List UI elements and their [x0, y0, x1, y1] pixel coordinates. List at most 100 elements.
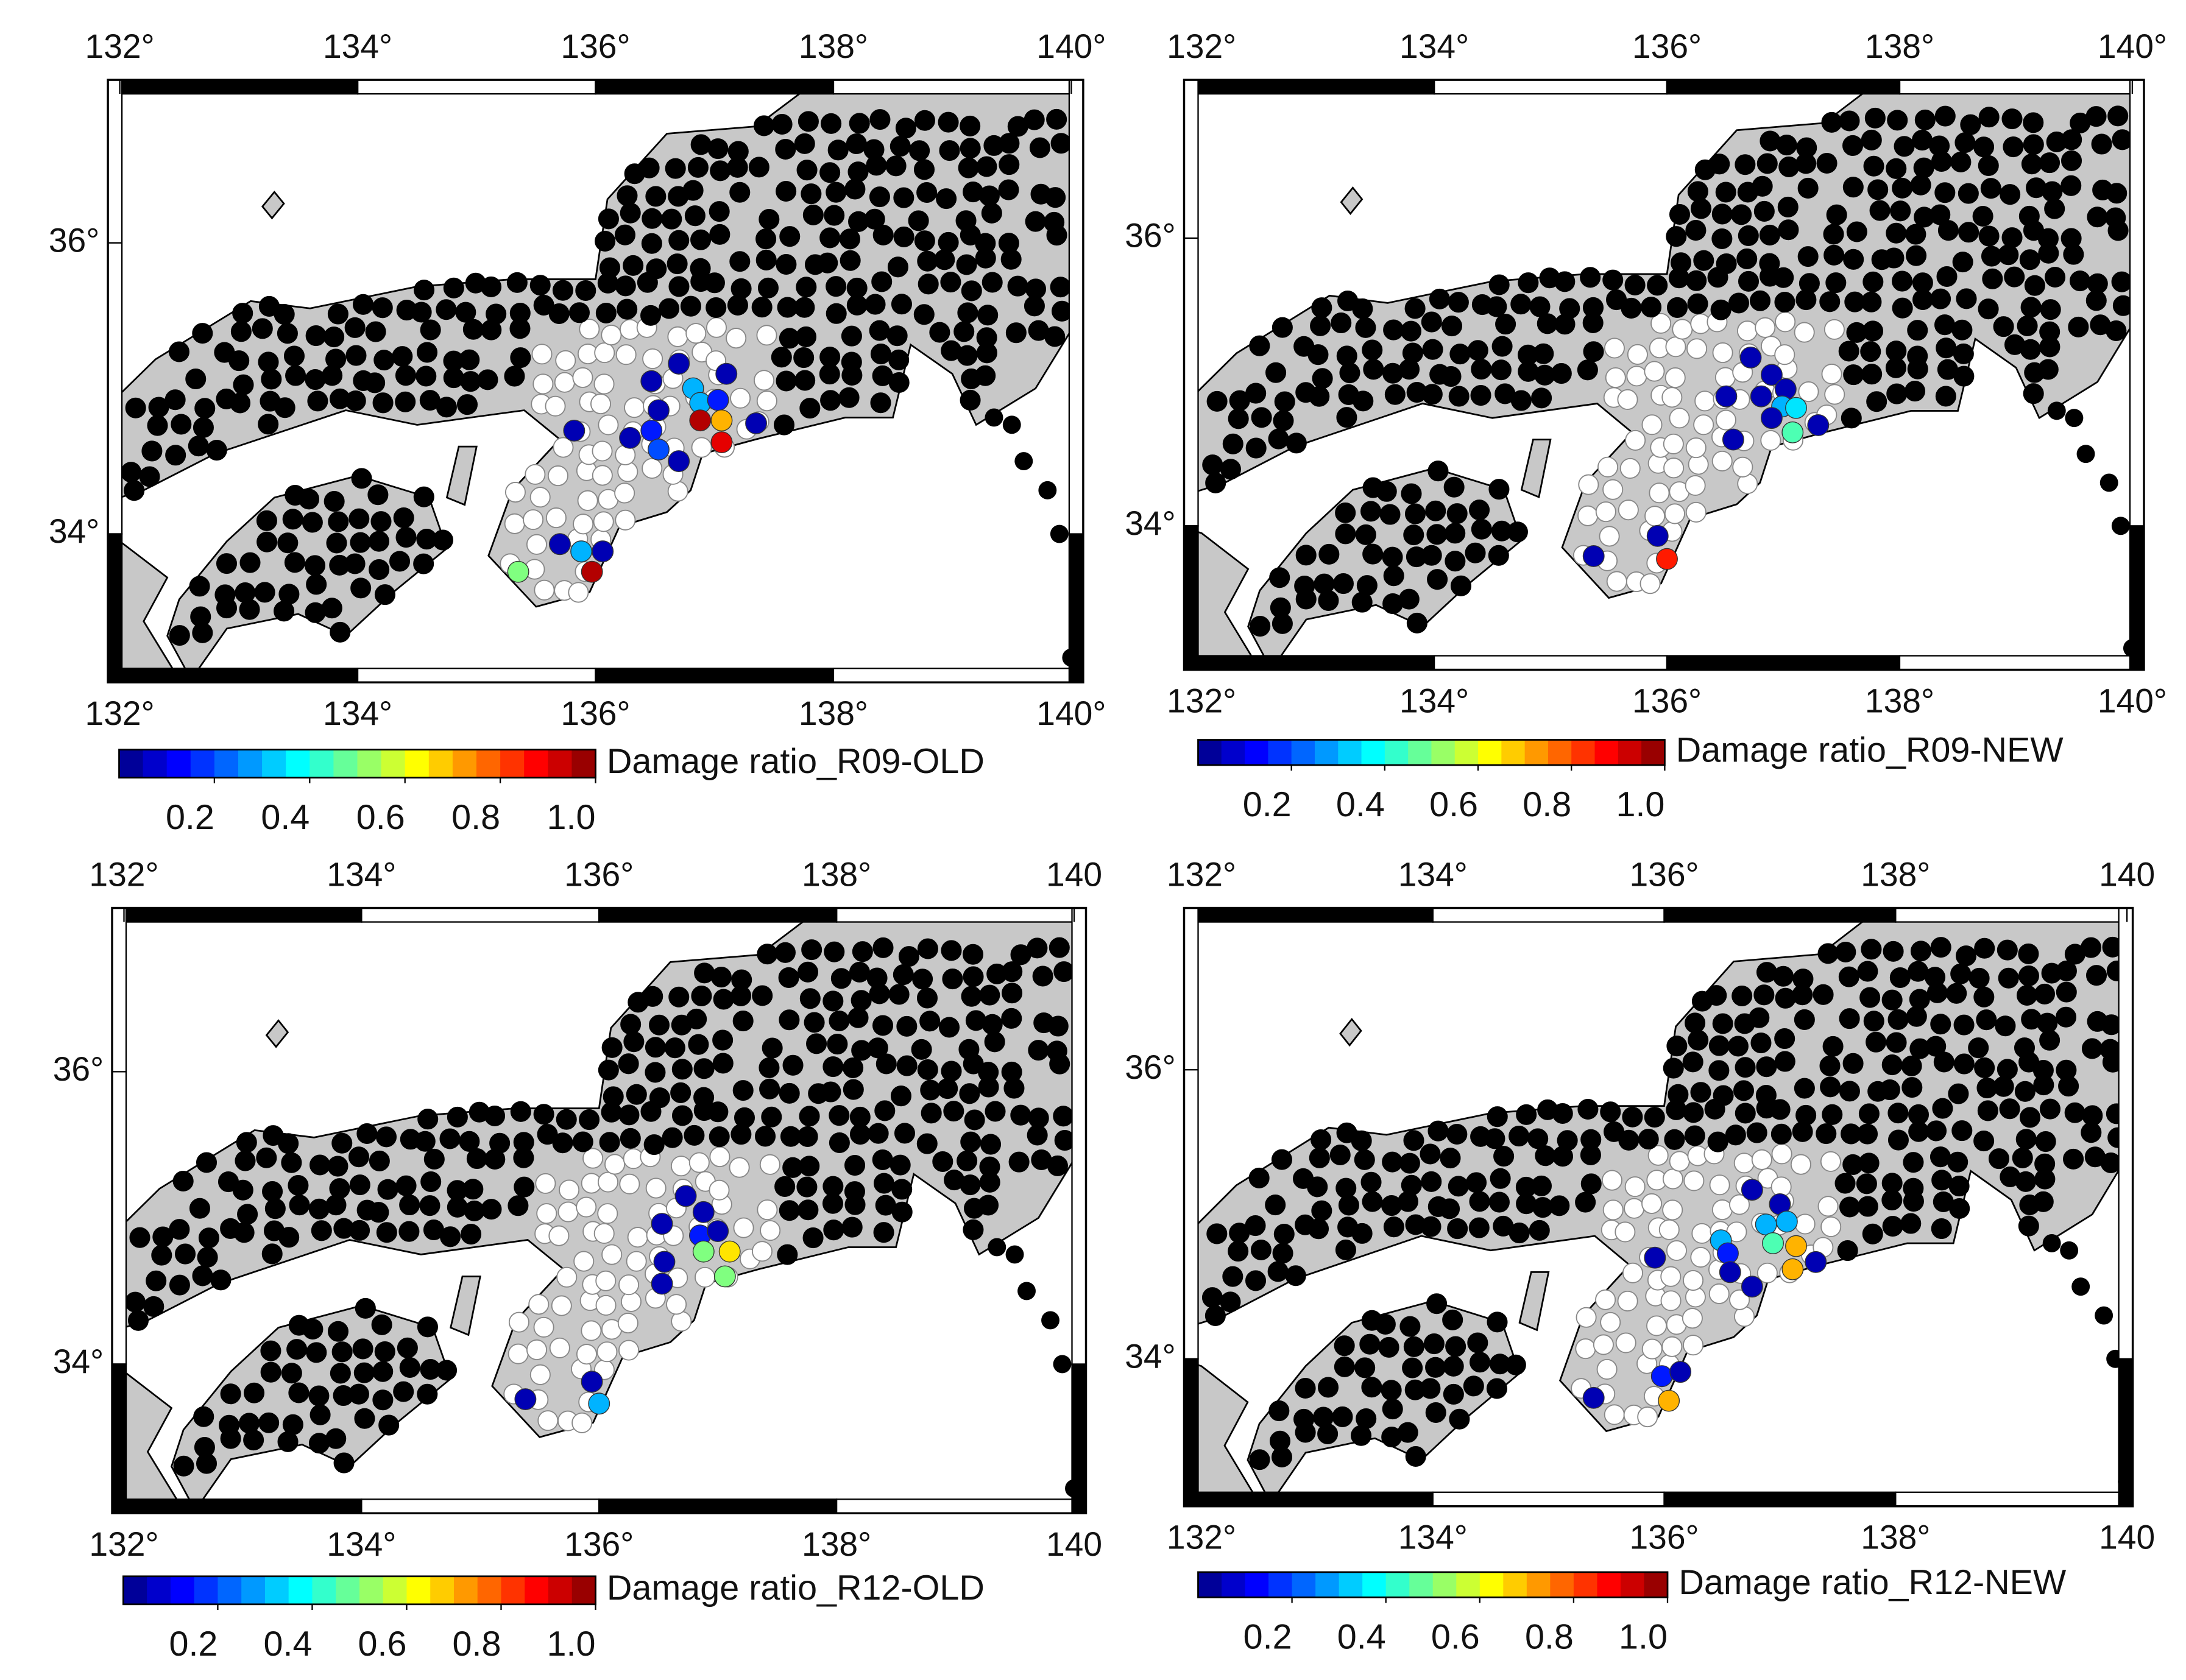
station — [324, 326, 345, 348]
station — [1529, 1219, 1550, 1241]
station — [1822, 1036, 1844, 1057]
station — [220, 1383, 241, 1405]
station — [1606, 571, 1627, 592]
damage-point — [1646, 524, 1669, 547]
station — [2018, 943, 2039, 964]
station — [2105, 207, 2126, 228]
colorbar-step — [405, 749, 430, 778]
station — [325, 1428, 347, 1449]
station — [2014, 1037, 2036, 1059]
station — [1046, 1040, 1067, 1062]
map-content — [1184, 908, 2133, 1506]
station — [576, 1344, 597, 1365]
station — [579, 319, 600, 340]
station — [841, 351, 862, 373]
station — [1355, 524, 1376, 545]
station — [1220, 1291, 1241, 1313]
station — [1823, 244, 1845, 266]
colorbar-step — [1198, 739, 1222, 765]
station — [1403, 1336, 1424, 1357]
station — [327, 1156, 348, 1177]
station — [1906, 1006, 1927, 1027]
station — [597, 1171, 618, 1193]
colorbar-step — [214, 749, 239, 778]
station — [623, 255, 644, 276]
station — [1886, 222, 1907, 244]
station — [793, 347, 815, 369]
station — [377, 1179, 398, 1200]
station — [873, 1222, 894, 1243]
station — [829, 1010, 850, 1032]
station — [214, 584, 236, 605]
station — [370, 511, 392, 532]
frame-stripe — [2129, 79, 2145, 527]
station — [210, 1269, 232, 1291]
station — [1751, 1149, 1772, 1170]
station — [1028, 1040, 1049, 1061]
station — [1363, 359, 1384, 380]
station — [1863, 1011, 1884, 1032]
station — [1925, 1036, 1947, 1057]
station — [593, 373, 615, 395]
station — [416, 365, 437, 387]
station — [510, 347, 531, 369]
station — [921, 1103, 942, 1124]
station — [1228, 408, 1249, 429]
station — [1932, 1098, 1953, 1119]
station — [374, 584, 395, 605]
station — [963, 1219, 984, 1240]
damage-point — [1722, 428, 1744, 451]
station — [514, 1176, 535, 1198]
station — [2111, 271, 2132, 292]
station — [866, 967, 888, 989]
station — [172, 1171, 194, 1192]
station — [1402, 1357, 1423, 1378]
station — [1860, 341, 1881, 362]
colorbar-step — [476, 749, 501, 778]
station — [1318, 543, 1340, 565]
station — [572, 1131, 593, 1152]
frame-stripe — [1071, 1363, 1087, 1514]
station — [532, 373, 554, 395]
station — [1576, 1307, 1597, 1328]
station — [2085, 106, 2107, 127]
station — [1869, 200, 1891, 221]
station — [891, 1179, 913, 1200]
station — [129, 1227, 150, 1248]
station — [1376, 481, 1397, 502]
station — [349, 1219, 370, 1241]
station — [1694, 390, 1716, 412]
station — [593, 511, 614, 532]
station — [414, 1131, 436, 1152]
y-tick-label: 36° — [1125, 1048, 1175, 1086]
colorbar-step — [1641, 739, 1666, 765]
station — [1583, 341, 1604, 362]
colorbar-step — [147, 1576, 172, 1604]
station — [1465, 542, 1486, 563]
colorbar-step — [333, 749, 358, 778]
station — [799, 1156, 820, 1177]
station — [1421, 384, 1443, 405]
station — [1794, 1213, 1816, 1235]
station — [526, 1339, 547, 1360]
damage-point — [1741, 1276, 1763, 1298]
station — [1271, 1149, 1292, 1170]
station — [1934, 182, 1956, 203]
station — [1002, 983, 1023, 1004]
station — [1399, 1316, 1421, 1337]
station — [331, 1341, 353, 1363]
station — [626, 1251, 647, 1272]
station — [1530, 1175, 1552, 1196]
station — [1930, 1146, 1951, 1168]
station — [955, 210, 977, 231]
colorbar-step — [238, 749, 263, 778]
station — [1272, 317, 1293, 338]
station — [509, 302, 531, 324]
station — [1384, 384, 1406, 405]
station — [1050, 133, 1072, 154]
station — [1205, 472, 1226, 493]
station — [754, 370, 775, 391]
map-panel: 132°132°134°134°136°136°138°138°14014034… — [1125, 856, 2155, 1657]
station — [1273, 410, 1294, 431]
station — [1032, 965, 1053, 987]
